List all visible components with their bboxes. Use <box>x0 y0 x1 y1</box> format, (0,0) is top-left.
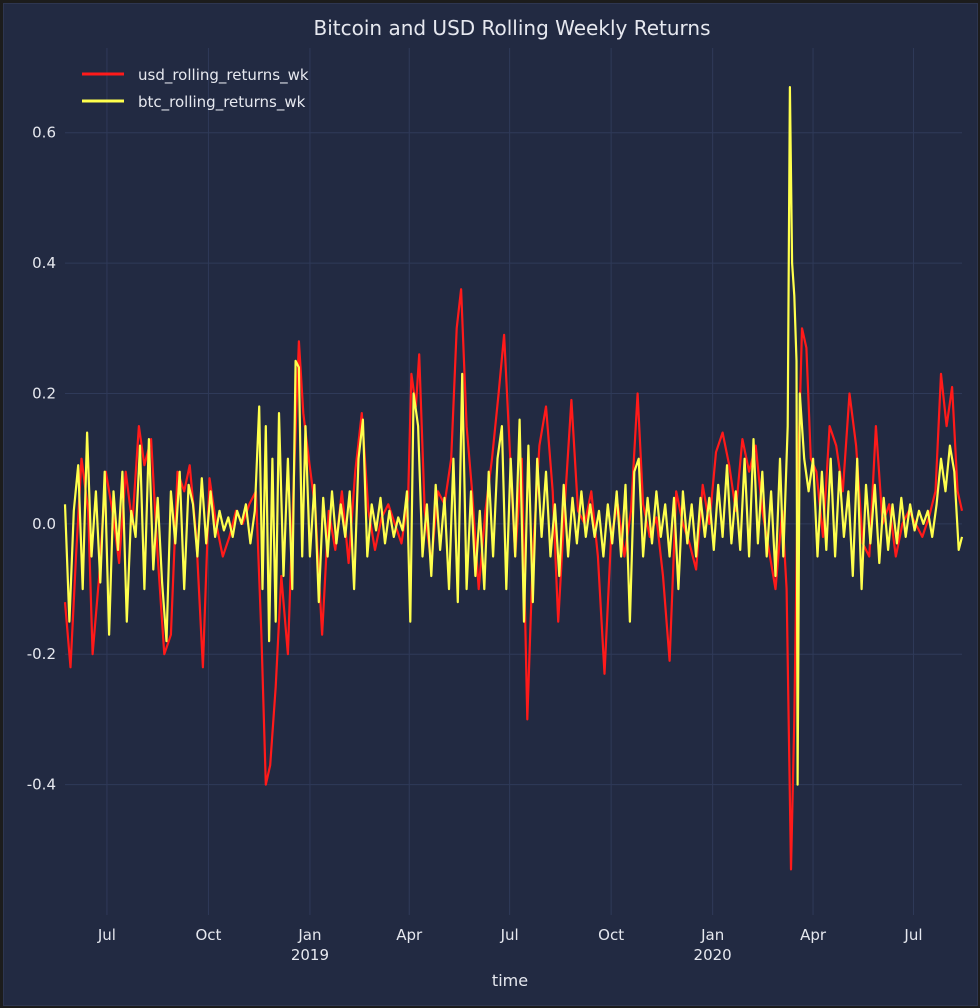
x-axis-ticks: Jul Oct Jan 2019 Apr Jul Oct Jan 2020 Apr Jul <box>97 926 923 964</box>
y-tick-label: 0.2 <box>32 384 56 402</box>
x-tick-label: Apr <box>800 926 827 944</box>
legend-label-usd: usd_rolling_returns_wk <box>138 66 309 85</box>
x-tick-label: Jan <box>700 926 724 944</box>
series-line-btc <box>63 86 964 786</box>
legend: usd_rolling_returns_wk btc_rolling_retur… <box>82 66 309 112</box>
x-tick-label: Jul <box>500 926 519 944</box>
y-tick-label: 0.0 <box>32 515 56 533</box>
x-tick-year-label: 2020 <box>694 946 732 964</box>
x-tick-label: Jan <box>297 926 321 944</box>
series-line-usd <box>63 288 964 871</box>
grid-lines <box>65 48 962 915</box>
x-tick-label: Apr <box>396 926 423 944</box>
x-tick-label: Oct <box>195 926 221 944</box>
chart-title: Bitcoin and USD Rolling Weekly Returns <box>314 16 711 40</box>
y-axis-ticks: 0.6 0.4 0.2 0.0 -0.2 -0.4 <box>27 124 56 794</box>
x-tick-label: Jul <box>903 926 922 944</box>
y-tick-label: 0.6 <box>32 124 56 142</box>
x-axis-label: time <box>492 971 528 990</box>
x-tick-year-label: 2019 <box>291 946 329 964</box>
y-tick-label: -0.4 <box>27 776 56 794</box>
series-lines <box>63 86 964 871</box>
y-tick-label: -0.2 <box>27 645 56 663</box>
x-tick-label: Oct <box>598 926 624 944</box>
y-tick-label: 0.4 <box>32 254 56 272</box>
x-tick-label: Jul <box>97 926 116 944</box>
legend-label-btc: btc_rolling_returns_wk <box>138 93 306 112</box>
